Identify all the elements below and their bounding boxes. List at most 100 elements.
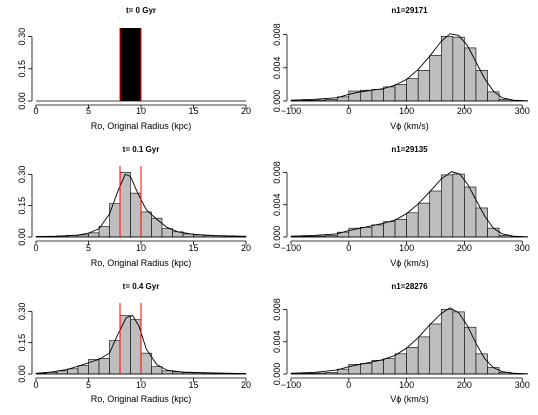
x-axis-label: Ro, Original Radius (kpc) [91,121,192,131]
histogram-bar [418,70,430,101]
x-tick-label: 10 [136,380,146,390]
histogram-bar [383,87,395,101]
x-tick-label: 0 [33,243,38,253]
x-tick-label: 100 [399,106,414,116]
histogram-bar [441,36,453,101]
x-tick-label: 20 [241,243,251,253]
histogram-bar [488,368,500,374]
histogram-bar [453,312,465,374]
histogram-bar [120,316,131,374]
histogram-bar [372,360,384,374]
y-tick-label: 0.008 [272,161,282,184]
histogram-bar [57,371,68,374]
histogram-bar [464,327,476,374]
panel-r1-left: 0 5 10 15 20 0.00 0.15 0.30 t= 0.1 Gyr Ro, Origin… [17,145,251,268]
histogram-bar [476,70,488,101]
x-tick-label: −100 [281,380,301,390]
histogram-bar [89,233,100,237]
y-tick-label: 0.00 [17,228,27,246]
x-tick-label: 0 [346,243,351,253]
x-tick-label: 300 [515,380,530,390]
panel-title: t= 0.1 Gyr [123,145,160,154]
histogram-bar [152,218,163,237]
y-tick-label: 0.000 [272,90,282,113]
histogram-bar [383,359,395,374]
histogram-bar [395,219,407,237]
histogram-bar [407,79,419,101]
histogram-bar [162,371,173,374]
panel-r2-left: 0 5 10 15 20 0.00 0.15 0.30 t= 0.4 Gyr Ro, Origin… [17,282,251,404]
histogram-bar [441,309,453,374]
x-tick-label: 100 [399,243,414,253]
histogram-bar [383,222,395,237]
histogram-bar [418,337,430,374]
histogram-bar [488,92,500,101]
histogram-bar [152,367,163,374]
histogram-bar [430,55,442,101]
histogram-bar [418,203,430,237]
histogram-bar [141,353,152,374]
histogram-bar [430,191,442,237]
panel-title: t= 0.4 Gyr [123,282,160,291]
x-tick-label: 20 [241,380,251,390]
histogram-bar [395,84,407,101]
histogram-bar [372,89,384,101]
x-axis-label: Ro, Original Radius (kpc) [91,394,192,404]
histogram-bar [453,174,465,237]
x-tick-label: 5 [86,106,91,116]
histogram-bar [464,187,476,237]
histogram-bar [488,228,500,237]
x-tick-label: 10 [136,243,146,253]
y-tick-label: 0.004 [272,330,282,353]
y-tick-label: 0.30 [17,303,27,321]
histogram-bar [407,213,419,237]
histogram-bar [395,354,407,374]
histogram-bar [162,229,173,237]
x-tick-label: 300 [515,106,530,116]
histogram-bar [476,208,488,237]
x-axis-label: Vϕ (km/s) [390,394,429,404]
x-tick-label: 5 [86,380,91,390]
histogram-bar [110,341,121,374]
histogram-bar [68,369,79,374]
x-tick-label: 0 [33,380,38,390]
y-tick-label: 0.00 [17,365,27,383]
x-tick-label: 15 [188,106,198,116]
x-axis-label: Ro, Original Radius (kpc) [91,258,192,268]
histogram-bar [141,212,152,237]
histogram-bar [407,347,419,374]
histogram-bar [360,364,372,374]
y-tick-label: 0.000 [272,226,282,249]
histogram-bar [99,227,110,237]
y-tick-label: 0.15 [17,197,27,215]
x-tick-label: 100 [399,380,414,390]
histogram-bar [476,354,488,374]
y-tick-label: 0.000 [272,363,282,386]
x-tick-label: 200 [457,106,472,116]
y-tick-label: 0.15 [17,60,27,78]
y-tick-label: 0.00 [17,92,27,110]
x-tick-label: 5 [86,243,91,253]
x-tick-label: 200 [457,380,472,390]
x-tick-label: 15 [188,380,198,390]
y-tick-label: 0.008 [272,23,282,46]
x-axis-label: Vϕ (km/s) [390,258,429,268]
y-tick-label: 0.30 [17,166,27,184]
x-tick-label: 200 [457,243,472,253]
y-tick-label: 0.15 [17,334,27,352]
histogram-bar [360,227,372,237]
x-tick-label: 0 [346,380,351,390]
x-tick-label: 15 [188,243,198,253]
panel-title: t= 0 Gyr [126,6,156,15]
panel-title: n1=29135 [391,145,428,154]
x-tick-label: −100 [281,243,301,253]
x-tick-label: 20 [241,106,251,116]
histogram-bar [441,175,453,237]
histogram-bar [430,324,442,374]
